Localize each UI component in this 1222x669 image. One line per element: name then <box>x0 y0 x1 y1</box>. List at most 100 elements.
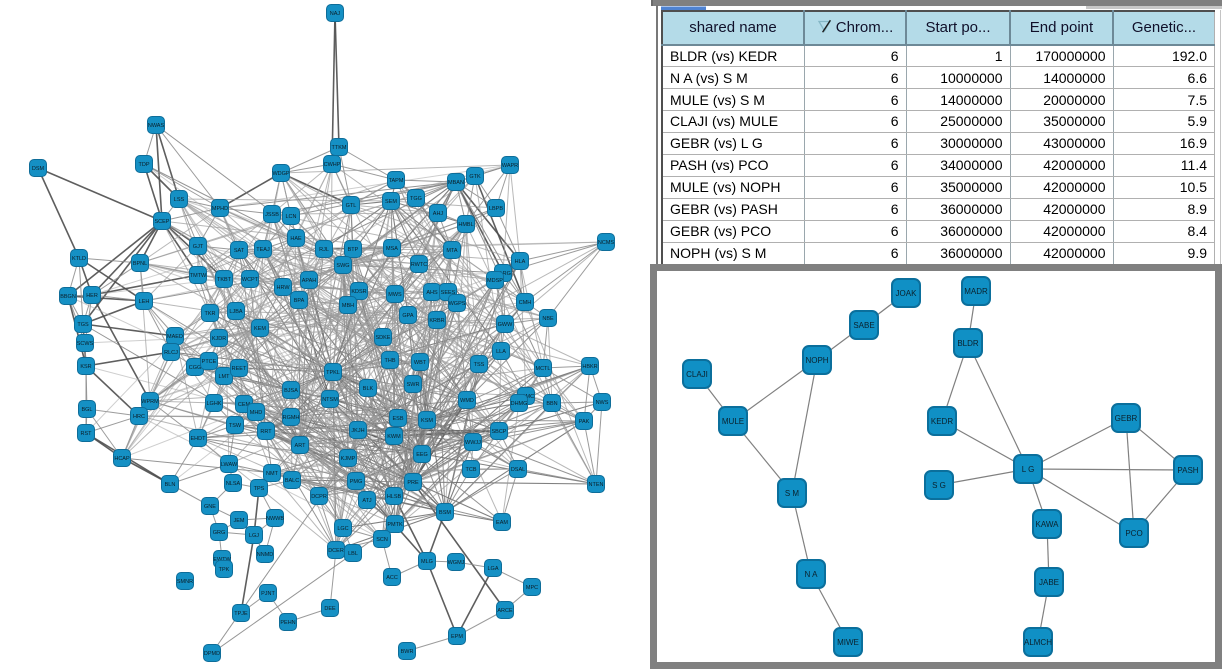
svg-text:MDSP: MDSP <box>487 278 503 284</box>
svg-text:BPNL: BPNL <box>133 261 147 267</box>
svg-text:MADR: MADR <box>964 287 988 296</box>
svg-text:BJSA: BJSA <box>284 388 298 394</box>
svg-text:GNE: GNE <box>204 504 216 510</box>
svg-text:WAPR: WAPR <box>502 163 518 169</box>
svg-text:TCB: TCB <box>466 467 477 473</box>
svg-text:KJDR: KJDR <box>212 336 226 342</box>
svg-text:MTA: MTA <box>446 248 458 254</box>
svg-text:HRW: HRW <box>276 285 290 291</box>
svg-text:BWR: BWR <box>401 649 414 655</box>
svg-text:CWHP: CWHP <box>324 162 341 168</box>
svg-text:PMTK: PMTK <box>387 522 403 528</box>
svg-text:EAM: EAM <box>496 520 508 526</box>
svg-text:ARCE: ARCE <box>497 608 513 614</box>
svg-text:RJL: RJL <box>319 247 329 253</box>
svg-text:SMNR: SMNR <box>177 579 193 585</box>
svg-text:MLG: MLG <box>421 559 433 565</box>
svg-text:AHS: AHS <box>426 290 438 296</box>
svg-text:LGC: LGC <box>337 526 348 532</box>
svg-text:BTP: BTP <box>348 247 359 253</box>
svg-text:SCN: SCN <box>376 537 388 543</box>
svg-text:HLSB: HLSB <box>387 494 402 500</box>
svg-text:GPA: GPA <box>402 313 414 319</box>
svg-text:LGA: LGA <box>487 566 498 572</box>
svg-text:GRG: GRG <box>213 530 226 536</box>
svg-text:LJBA: LJBA <box>229 309 242 315</box>
svg-text:DCPR: DCPR <box>311 494 327 500</box>
svg-text:TPS: TPS <box>254 486 265 492</box>
svg-text:ATJ: ATJ <box>362 498 372 504</box>
svg-text:PMG: PMG <box>350 479 363 485</box>
svg-text:GEBR: GEBR <box>1115 414 1138 423</box>
svg-text:SEES: SEES <box>441 290 456 296</box>
svg-text:SEM: SEM <box>385 199 397 205</box>
svg-text:ALMCH: ALMCH <box>1024 638 1052 647</box>
svg-text:RGMH: RGMH <box>283 415 300 421</box>
svg-text:MWS: MWS <box>388 292 402 298</box>
svg-text:LEH: LEH <box>139 299 150 305</box>
svg-text:TDP: TDP <box>139 162 150 168</box>
svg-text:TTKM: TTKM <box>332 145 347 151</box>
svg-text:TSW: TSW <box>229 423 242 429</box>
svg-text:NMT: NMT <box>266 471 279 477</box>
svg-text:KSM: KSM <box>421 418 433 424</box>
svg-text:S G: S G <box>932 481 946 490</box>
svg-text:HER: HER <box>86 293 98 299</box>
svg-text:DSAL: DSAL <box>511 467 525 473</box>
svg-text:KRBR: KRBR <box>429 318 444 324</box>
svg-text:SBCP: SBCP <box>492 429 507 435</box>
svg-text:PCO: PCO <box>1125 529 1142 538</box>
svg-text:BALC: BALC <box>285 478 299 484</box>
svg-text:WBT: WBT <box>414 360 427 366</box>
svg-text:DSM: DSM <box>32 166 45 172</box>
svg-text:TKR: TKR <box>205 311 216 317</box>
svg-text:SABE: SABE <box>853 321 874 330</box>
svg-text:HMBL: HMBL <box>458 222 473 228</box>
svg-text:MBH: MBH <box>342 303 354 309</box>
svg-text:PAK: PAK <box>579 419 590 425</box>
svg-text:APAH: APAH <box>302 278 317 284</box>
svg-text:LCN: LCN <box>285 214 296 220</box>
svg-text:HAE: HAE <box>290 236 302 242</box>
svg-text:LMT: LMT <box>219 374 231 380</box>
svg-text:RST: RST <box>81 431 93 437</box>
svg-text:SWG: SWG <box>336 263 349 269</box>
svg-text:DHMG: DHMG <box>511 401 528 407</box>
svg-text:JEM: JEM <box>234 518 245 524</box>
svg-text:TEAJ: TEAJ <box>256 247 270 253</box>
svg-text:EEG: EEG <box>416 452 428 458</box>
svg-text:LWAW: LWAW <box>221 462 238 468</box>
svg-text:EPM: EPM <box>451 634 463 640</box>
svg-text:REET: REET <box>232 366 247 372</box>
svg-text:MCTL: MCTL <box>536 366 551 372</box>
svg-text:RWTC: RWTC <box>411 262 427 268</box>
svg-text:LBL: LBL <box>348 551 358 557</box>
svg-text:S M: S M <box>785 489 800 498</box>
svg-text:NWWB: NWWB <box>266 516 284 522</box>
svg-text:BBN: BBN <box>546 401 557 407</box>
svg-text:GTL: GTL <box>346 203 357 209</box>
svg-text:ACC: ACC <box>386 575 398 581</box>
svg-text:WGPS: WGPS <box>449 301 466 307</box>
svg-text:HCAP: HCAP <box>114 456 130 462</box>
svg-text:TPK: TPK <box>219 567 230 573</box>
svg-text:NCMS: NCMS <box>598 240 615 246</box>
svg-text:WWJJ: WWJJ <box>465 440 481 446</box>
svg-text:RRT: RRT <box>260 429 272 435</box>
svg-text:TPJE: TPJE <box>234 611 248 617</box>
svg-text:WCPT: WCPT <box>242 277 259 283</box>
svg-text:NWS: NWS <box>596 400 609 406</box>
svg-text:NOPH: NOPH <box>805 356 828 365</box>
svg-text:BGL: BGL <box>81 407 92 413</box>
svg-text:JKJH: JKJH <box>351 428 364 434</box>
svg-text:MULE: MULE <box>722 417 744 426</box>
svg-text:MPHD: MPHD <box>212 206 228 212</box>
svg-text:NTEN: NTEN <box>589 482 604 488</box>
svg-text:TKBT: TKBT <box>217 277 232 283</box>
svg-text:LGJ: LGJ <box>249 533 259 539</box>
svg-text:WMD: WMD <box>460 398 474 404</box>
svg-text:HBKR: HBKR <box>582 364 597 370</box>
svg-text:TMTW: TMTW <box>190 273 207 279</box>
svg-text:NBE: NBE <box>542 316 554 322</box>
svg-text:KDSR: KDSR <box>351 289 366 295</box>
